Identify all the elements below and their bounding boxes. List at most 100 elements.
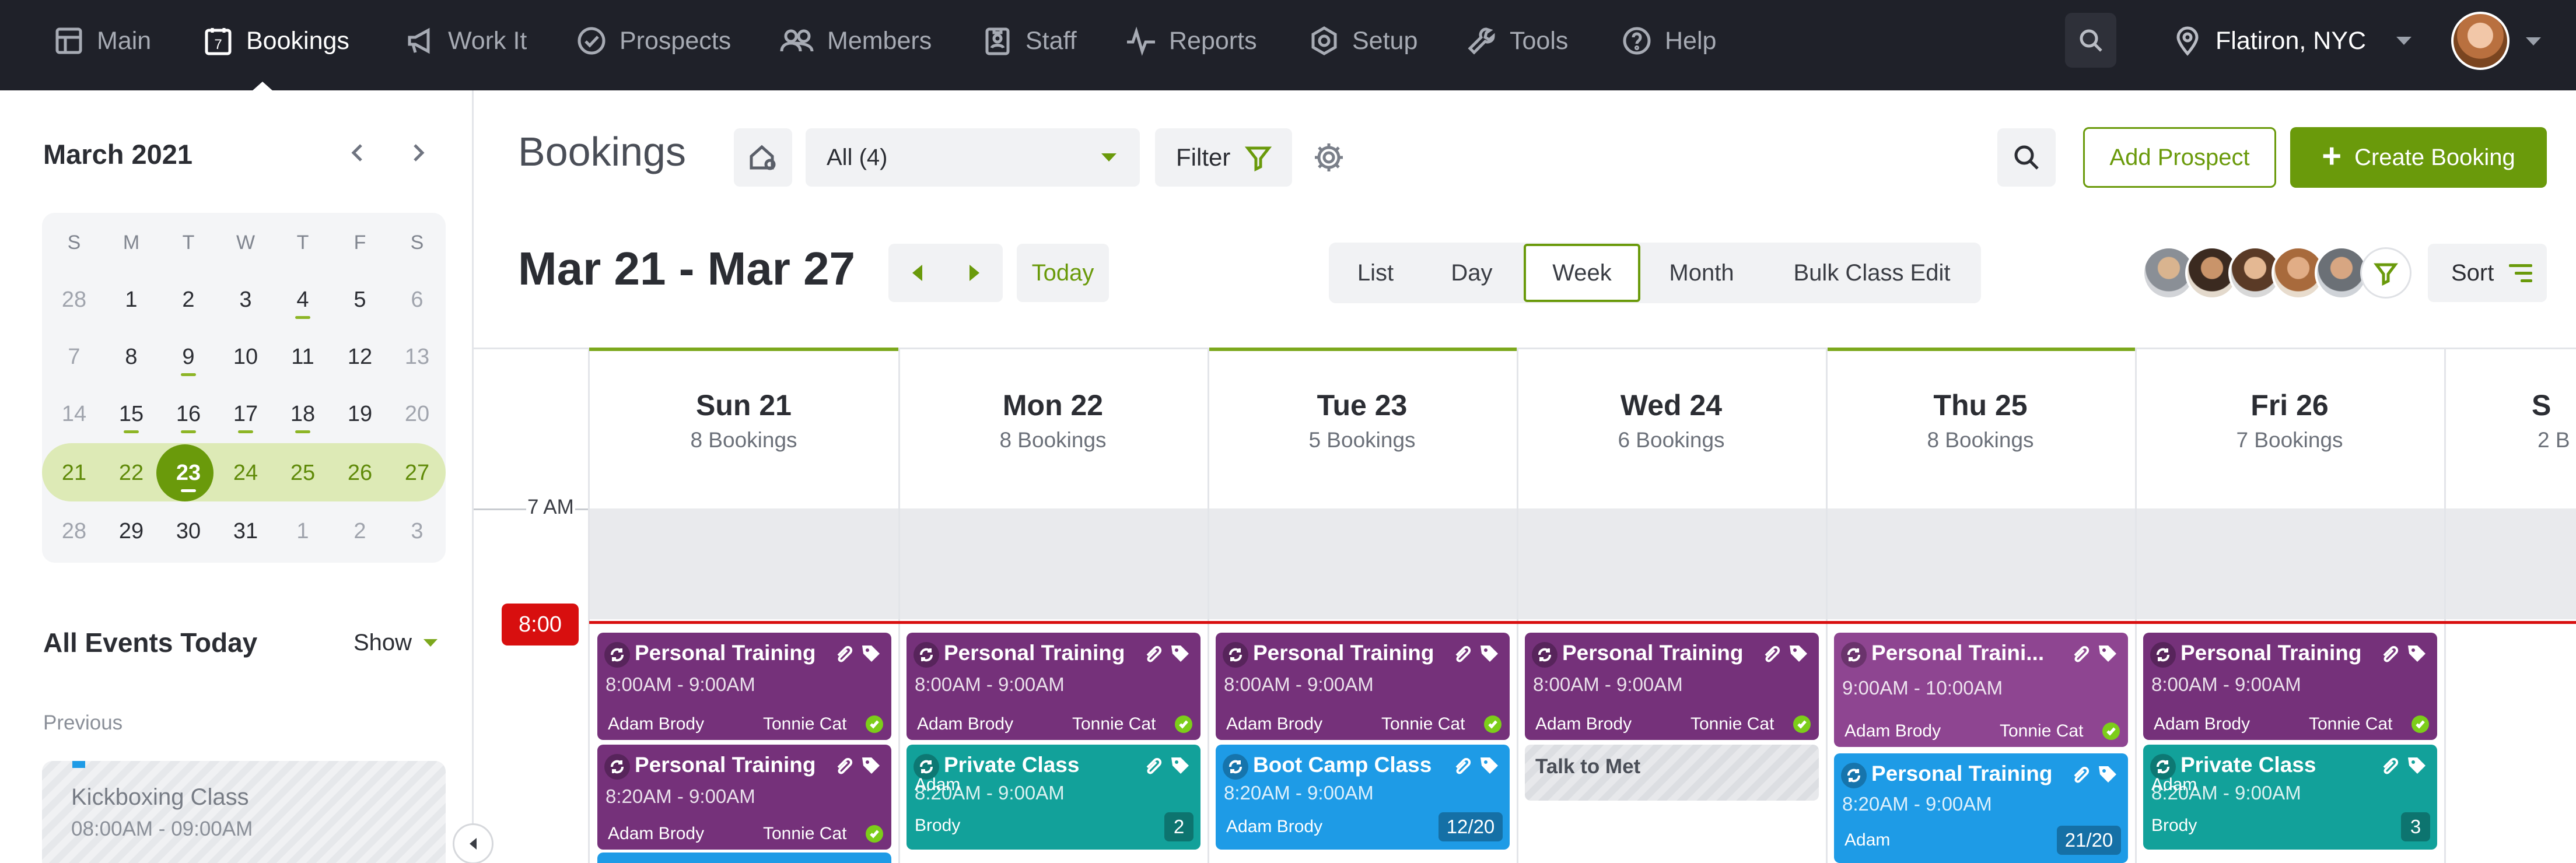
booking-event[interactable]: Personal Training 8:00AM - 9:00AM Adam Bro… (597, 633, 891, 740)
view-month[interactable]: Month (1669, 259, 1734, 286)
view-list[interactable]: List (1357, 259, 1394, 286)
calendar-day[interactable]: 2 (331, 503, 388, 560)
calendar-day[interactable]: 26 (331, 444, 388, 501)
calendar-day[interactable]: 10 (217, 328, 274, 385)
calendar-day[interactable]: 30 (160, 503, 217, 560)
calendar-day[interactable]: 21 (46, 444, 103, 501)
add-prospect-button[interactable]: Add Prospect (2083, 127, 2276, 188)
calendar-day[interactable]: 7 (46, 328, 103, 385)
previous-event-card[interactable]: Kickboxing Class 08:00AM - 09:00AM (42, 761, 446, 863)
collapse-sidebar-button[interactable] (453, 823, 494, 863)
day-header[interactable]: Wed 24 6 Bookings (1517, 348, 1826, 508)
day-header[interactable]: Thu 25 8 Bookings (1826, 348, 2135, 508)
booking-filter-select[interactable]: All (4) (806, 128, 1140, 187)
calendar-day[interactable]: 28 (46, 271, 103, 328)
nav-reports[interactable]: Reports (1126, 0, 1257, 82)
booking-search-button[interactable] (1997, 128, 2056, 187)
calendar-day[interactable]: 24 (217, 444, 274, 501)
calendar-day[interactable]: 3 (388, 503, 446, 560)
paperclip-icon (833, 643, 853, 666)
nav-members[interactable]: Members (779, 0, 932, 82)
booking-event[interactable]: Personal Traini... 9:00AM - 10:00AM Adam B… (1834, 633, 2128, 747)
calendar-day[interactable]: 4 (274, 271, 331, 328)
location-selector[interactable]: Flatiron, NYC (2175, 0, 2412, 82)
view-week[interactable]: Week (1524, 244, 1640, 302)
prev-week-icon[interactable] (912, 265, 922, 281)
calendar-day[interactable]: 2 (160, 271, 217, 328)
booking-event[interactable]: Personal Training 8:20AM - 9:00AM Adam 21/2… (1834, 753, 2128, 863)
staff-filter-button[interactable] (2360, 247, 2412, 299)
calendar-day[interactable]: 27 (388, 444, 446, 501)
filter-button[interactable]: Filter (1155, 128, 1292, 187)
user-avatar[interactable] (2451, 12, 2510, 70)
nav-tools[interactable]: Tools (1466, 0, 1568, 82)
nav-work-it[interactable]: Work It (405, 0, 527, 82)
booking-event[interactable]: Private Class 8:20AM - 9:00AM Adam Brody 3 (2143, 745, 2437, 850)
calendar-day[interactable]: 9 (160, 328, 217, 385)
calendar-day-number: 9 (182, 344, 195, 369)
booking-event[interactable]: Personal Training 8:20AM - 9:00AM Adam Bro… (597, 745, 891, 850)
calendar-day[interactable]: 22 (103, 444, 160, 501)
calendar-day[interactable]: 6 (388, 271, 446, 328)
avatar-chevron-down-icon[interactable] (2526, 37, 2541, 45)
calendar-day[interactable]: 28 (46, 503, 103, 560)
day-header[interactable]: Fri 26 7 Bookings (2135, 348, 2444, 508)
booking-event[interactable]: Personal Training 8:00AM - 9:00AM Adam Bro… (2143, 633, 2437, 740)
events-show-toggle[interactable]: Show (354, 630, 438, 656)
calendar-day[interactable]: 1 (103, 271, 160, 328)
view-day[interactable]: Day (1451, 259, 1493, 286)
calendar-day[interactable]: 19 (331, 385, 388, 443)
day-header[interactable]: Sun 21 8 Bookings (589, 348, 898, 508)
calendar-day[interactable]: 15 (103, 385, 160, 443)
settings-button[interactable] (1312, 141, 1345, 174)
calendar-day[interactable]: 13 (388, 328, 446, 385)
calendar-day[interactable]: 18 (274, 385, 331, 443)
next-week-icon[interactable] (969, 265, 979, 281)
calendar-day[interactable]: 17 (217, 385, 274, 443)
calendar-day[interactable]: 12 (331, 328, 388, 385)
location-filter-button[interactable] (734, 128, 792, 187)
day-header[interactable]: Tue 23 5 Bookings (1208, 348, 1517, 508)
booking-event[interactable] (597, 853, 891, 863)
calendar-day[interactable]: 25 (274, 444, 331, 501)
booking-event[interactable]: Private Class 8:20AM - 9:00AM Adam Brody 2 (907, 745, 1200, 850)
booking-event[interactable]: Talk to Met (1525, 745, 1819, 801)
active-nav-caret (252, 82, 273, 91)
nav-help[interactable]: Help (1622, 0, 1716, 82)
staff-avatar[interactable] (2315, 246, 2368, 300)
nav-staff[interactable]: Staff (982, 0, 1077, 82)
calendar-day-number: 24 (233, 460, 258, 485)
calendar-day[interactable]: 8 (103, 328, 160, 385)
nav-search-button[interactable] (2065, 13, 2116, 68)
booking-event[interactable]: Personal Training 8:00AM - 9:00AM Adam Bro… (1216, 633, 1510, 740)
day-header[interactable]: Mon 22 8 Bookings (898, 348, 1208, 508)
calendar-day[interactable]: 16 (160, 385, 217, 443)
calendar-day[interactable]: 1 (274, 503, 331, 560)
calendar-day[interactable]: 14 (46, 385, 103, 443)
has-bookings-marker (238, 430, 253, 433)
nav-prospects[interactable]: Prospects (576, 0, 731, 82)
next-month-button[interactable] (404, 138, 433, 167)
calendar-day[interactable]: 29 (103, 503, 160, 560)
nav-main[interactable]: Main (54, 0, 151, 82)
event-trainer: Tonnie Cat (2309, 714, 2393, 734)
calendar-day[interactable]: 5 (331, 271, 388, 328)
calendar-day[interactable]: 20 (388, 385, 446, 443)
day-header[interactable]: S 2 B (2444, 348, 2576, 508)
calendar-day[interactable]: 23 (160, 444, 217, 501)
today-button[interactable]: Today (1017, 244, 1109, 302)
calendar-day[interactable]: 31 (217, 503, 274, 560)
calendar-day[interactable]: 3 (217, 271, 274, 328)
booking-event[interactable]: Personal Training 8:00AM - 9:00AM Adam Bro… (907, 633, 1200, 740)
view-bulk-class-edit[interactable]: Bulk Class Edit (1793, 259, 1951, 286)
create-booking-button[interactable]: + Create Booking (2290, 127, 2547, 188)
booking-event[interactable]: Boot Camp Class 8:20AM - 9:00AM Adam Brody… (1216, 745, 1510, 850)
booking-event[interactable]: Personal Training 8:00AM - 9:00AM Adam Bro… (1525, 633, 1819, 740)
prev-month-button[interactable] (343, 138, 372, 167)
event-trainer: Tonnie Cat (1381, 714, 1465, 734)
events-show-label: Show (354, 630, 412, 655)
sort-button[interactable]: Sort (2428, 244, 2547, 302)
nav-bookings[interactable]: 7 Bookings (203, 0, 349, 82)
nav-setup[interactable]: Setup (1309, 0, 1418, 82)
calendar-day[interactable]: 11 (274, 328, 331, 385)
